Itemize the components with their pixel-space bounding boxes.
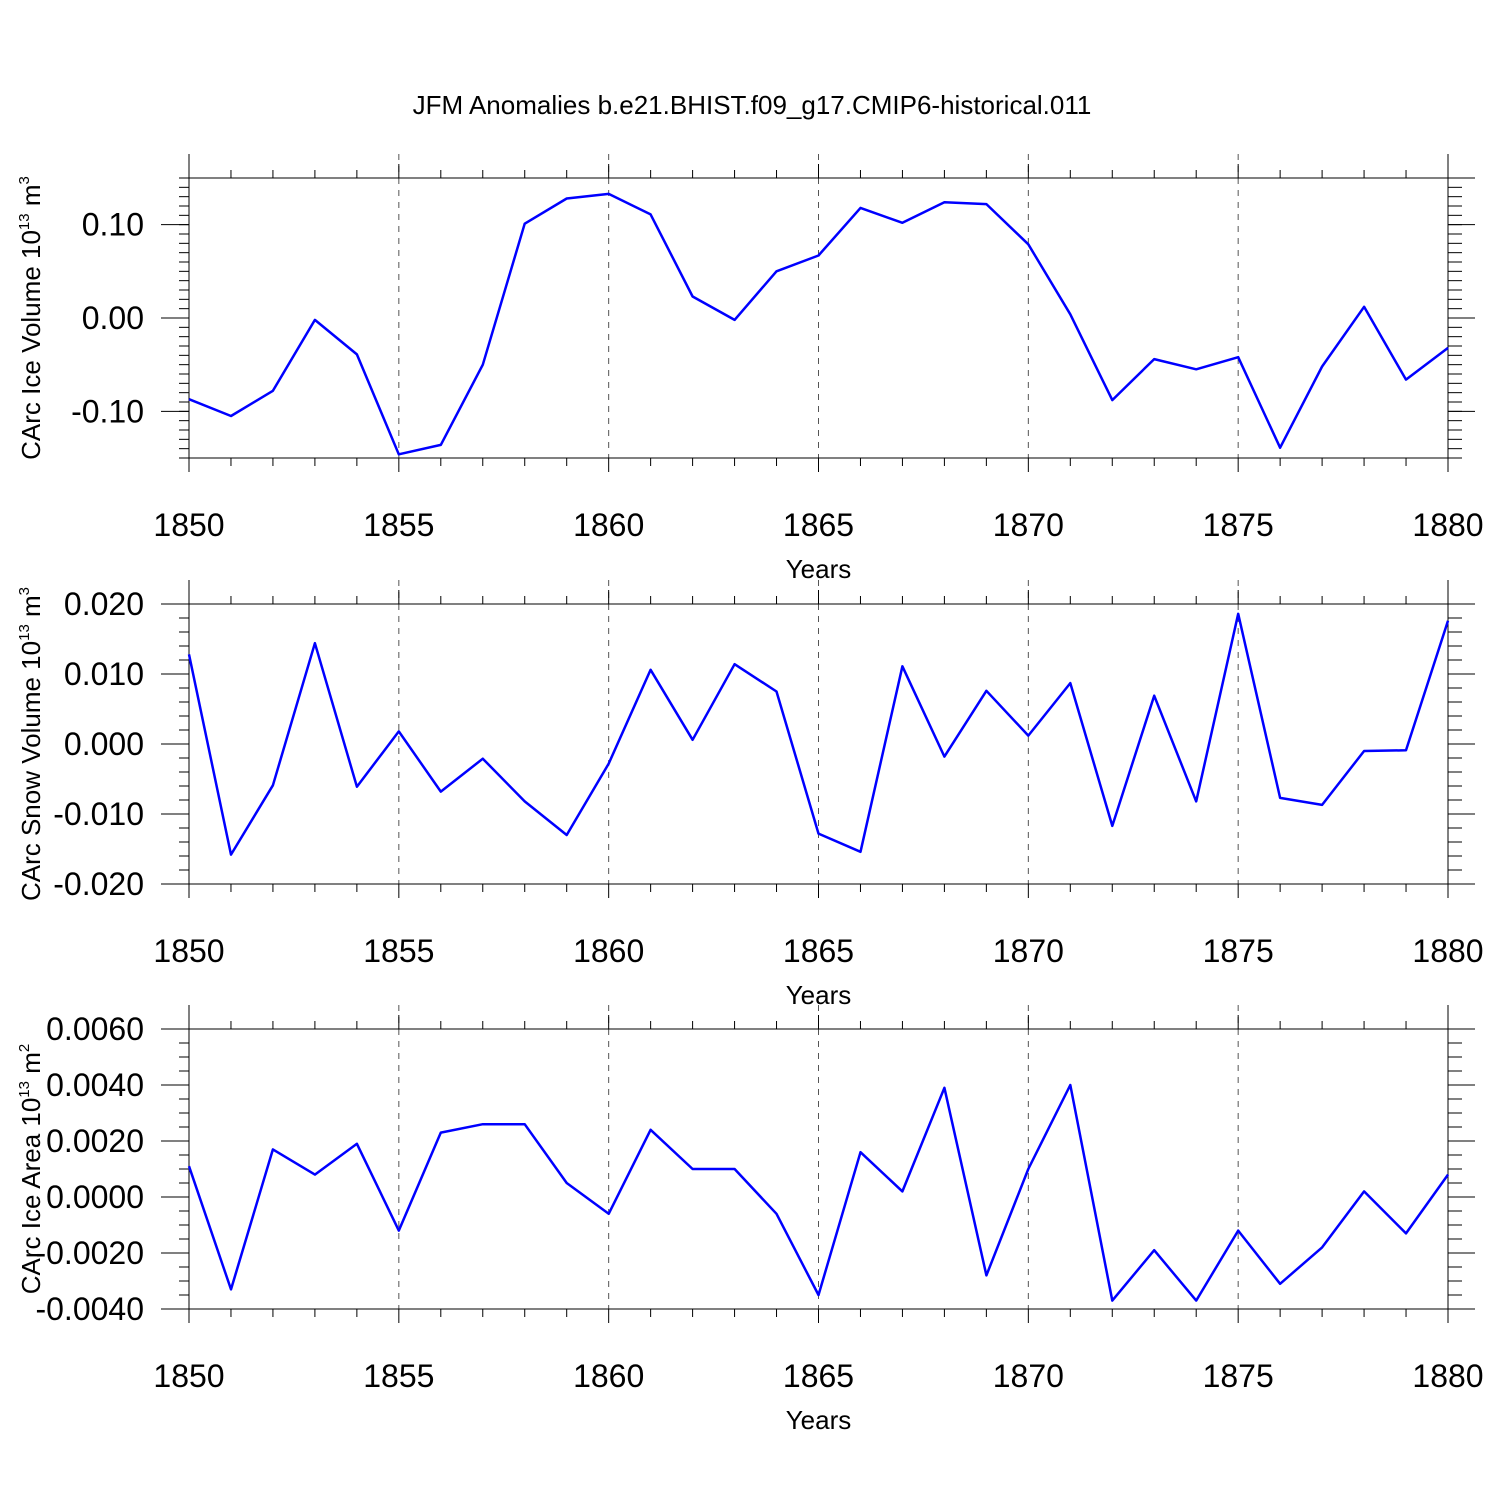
x-tick-label: 1870 bbox=[993, 507, 1064, 543]
y-tick-label: -0.0020 bbox=[35, 1235, 144, 1271]
x-tick-label: 1880 bbox=[1412, 507, 1483, 543]
x-tick-label: 1865 bbox=[783, 507, 854, 543]
x-tick-label: 1865 bbox=[783, 1358, 854, 1394]
figure-title: JFM Anomalies b.e21.BHIST.f09_g17.CMIP6-… bbox=[413, 90, 1092, 120]
y-tick-label: 0.000 bbox=[64, 726, 144, 762]
chart-panel-3: -0.0040 -0.0020 0.0000 0.0020 0.0040 0.0060 18… bbox=[16, 1005, 1484, 1435]
y-tick-label: -0.0040 bbox=[35, 1291, 144, 1327]
y-tick-label: 0.10 bbox=[82, 207, 144, 243]
y-axis-label: CArc Snow Volume 1013 m3 bbox=[16, 587, 46, 901]
x-tick-label: 1850 bbox=[153, 933, 224, 969]
chart-panel-2: -0.020 -0.010 0.000 0.010 0.020 1850 1855 1860 1… bbox=[16, 580, 1484, 1010]
x-tick-label: 1865 bbox=[783, 933, 854, 969]
y-tick-label: 0.020 bbox=[64, 586, 144, 622]
y-tick-label: 0.0020 bbox=[46, 1123, 144, 1159]
y-tick-label: 0.0060 bbox=[46, 1011, 144, 1047]
x-tick-label: 1860 bbox=[573, 933, 644, 969]
x-axis-label: Years bbox=[786, 554, 852, 584]
x-tick-label: 1850 bbox=[153, 507, 224, 543]
y-axis-label: CArc Ice Area 1013 m2 bbox=[16, 1044, 46, 1294]
y-tick-label: -0.10 bbox=[71, 393, 144, 429]
x-tick-label: 1855 bbox=[363, 1358, 434, 1394]
y-axis-label: CArc Ice Volume 1013 m3 bbox=[16, 176, 46, 460]
x-tick-label: 1860 bbox=[573, 507, 644, 543]
y-tick-label: 0.010 bbox=[64, 656, 144, 692]
y-tick-label: -0.010 bbox=[53, 796, 144, 832]
x-tick-label: 1855 bbox=[363, 507, 434, 543]
x-tick-label: 1860 bbox=[573, 1358, 644, 1394]
y-tick-label: -0.020 bbox=[53, 866, 144, 902]
x-tick-label: 1855 bbox=[363, 933, 434, 969]
x-tick-label: 1875 bbox=[1203, 933, 1274, 969]
panels-container: -0.10 0.00 0.10 1850 1855 1860 1865 1870 1875 188… bbox=[16, 154, 1484, 1435]
y-tick-label: 0.0040 bbox=[46, 1067, 144, 1103]
x-tick-label: 1875 bbox=[1203, 507, 1274, 543]
x-axis-label: Years bbox=[786, 1405, 852, 1435]
series-line-2 bbox=[187, 612, 1450, 856]
x-tick-label: 1875 bbox=[1203, 1358, 1274, 1394]
y-tick-label: 0.00 bbox=[82, 300, 144, 336]
x-tick-label: 1870 bbox=[993, 933, 1064, 969]
x-tick-label: 1870 bbox=[993, 1358, 1064, 1394]
x-tick-label: 1880 bbox=[1412, 1358, 1483, 1394]
x-tick-label: 1880 bbox=[1412, 933, 1483, 969]
chart-panel-1: -0.10 0.00 0.10 1850 1855 1860 1865 1870 1875 188… bbox=[16, 154, 1484, 584]
y-tick-label: 0.0000 bbox=[46, 1179, 144, 1215]
x-tick-label: 1850 bbox=[153, 1358, 224, 1394]
